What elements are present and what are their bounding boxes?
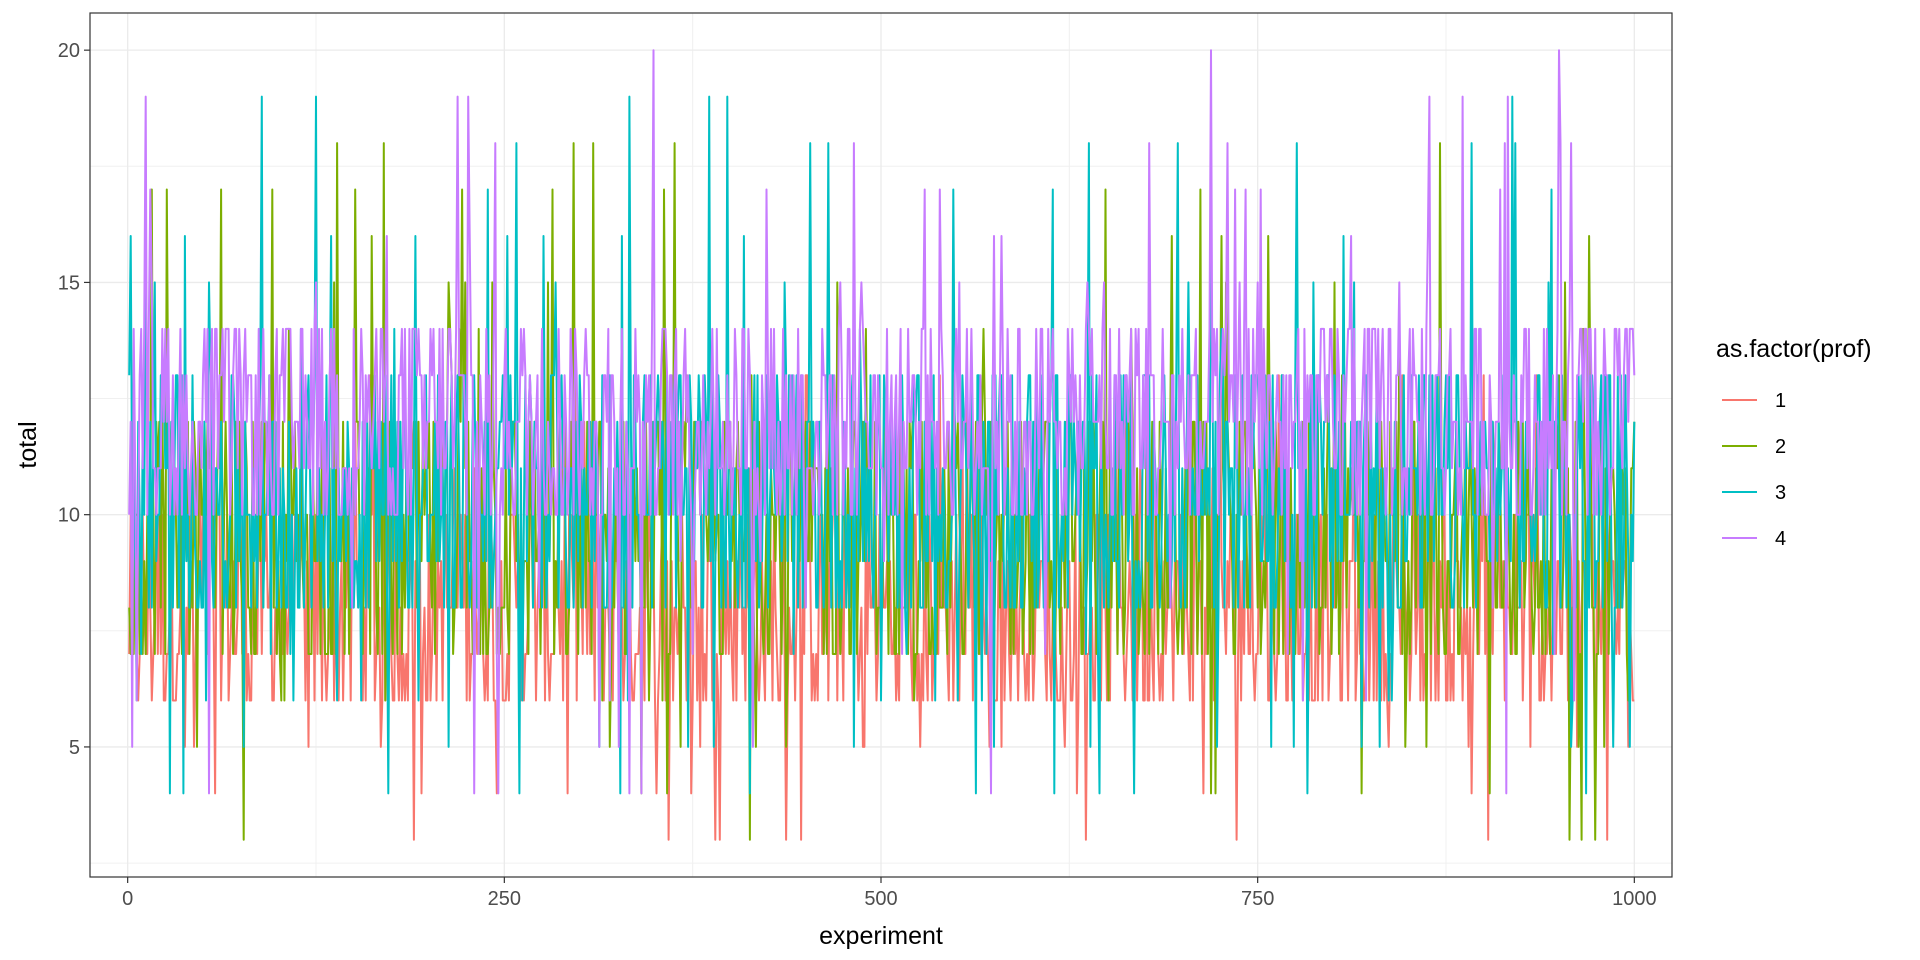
x-tick-label: 0 <box>122 888 133 910</box>
y-tick-label: 15 <box>58 272 80 294</box>
x-tick-label: 750 <box>1241 888 1274 910</box>
legend: as.factor(prof) 1 2 3 4 <box>1716 335 1872 550</box>
x-tick-label: 500 <box>864 888 897 910</box>
series-line-4 <box>128 49 1636 795</box>
y-axis: 5 10 15 20 <box>58 40 90 759</box>
y-tick-label: 20 <box>58 40 80 62</box>
y-tick-label: 5 <box>69 737 80 759</box>
y-axis-title: total <box>14 421 42 468</box>
x-axis: 0 250 500 750 1000 <box>122 877 1657 910</box>
legend-label-2: 2 <box>1775 436 1786 458</box>
legend-label-1: 1 <box>1775 390 1786 412</box>
legend-title: as.factor(prof) <box>1716 335 1872 363</box>
series-line-3 <box>128 95 1636 795</box>
x-tick-label: 250 <box>488 888 521 910</box>
series-lines <box>128 49 1636 841</box>
x-axis-title: experiment <box>819 922 943 950</box>
legend-label-3: 3 <box>1775 482 1786 504</box>
plot-area <box>89 12 1673 878</box>
x-tick-label: 1000 <box>1612 888 1657 910</box>
y-tick-label: 10 <box>58 505 80 527</box>
legend-label-4: 4 <box>1775 528 1786 550</box>
